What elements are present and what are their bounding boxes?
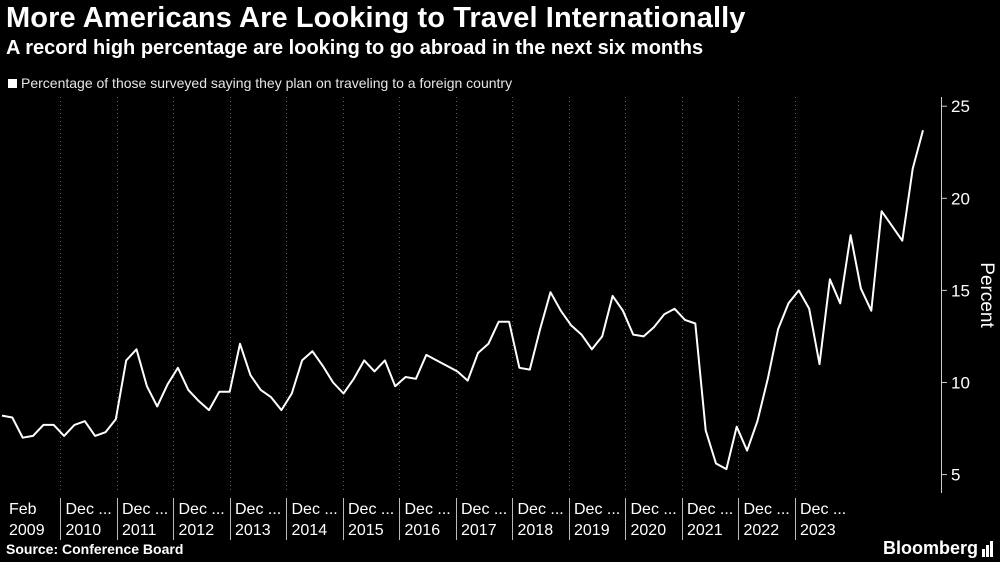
- legend-label: Percentage of those surveyed saying they…: [21, 75, 513, 91]
- x-tick-label-bottom: 2014: [292, 522, 328, 539]
- x-tick-label-top: Dec ...: [574, 501, 620, 518]
- y-tick-label: 10: [951, 373, 970, 392]
- x-tick-label-top: Dec ...: [800, 501, 846, 518]
- x-tick-label-bottom: 2016: [405, 522, 441, 539]
- x-tick-label-bottom: 2011: [122, 522, 157, 539]
- x-tick-label-bottom: 2013: [235, 522, 271, 539]
- y-tick-label: 5: [951, 466, 960, 485]
- x-tick-label-top: Dec ...: [348, 501, 394, 518]
- x-tick-label-bottom: 2015: [348, 522, 384, 539]
- legend-swatch: [8, 78, 17, 88]
- bloomberg-bars-icon: [982, 540, 994, 557]
- y-tick-label: 15: [951, 281, 970, 300]
- x-tick-label-bottom: 2023: [800, 522, 836, 539]
- x-tick-label-top: Dec ...: [631, 501, 677, 518]
- x-tick-label-bottom: 2018: [518, 522, 554, 539]
- x-tick-label-top: Dec ...: [744, 501, 790, 518]
- legend: Percentage of those surveyed saying they…: [8, 75, 512, 91]
- x-tick-label-top: Dec ...: [687, 501, 733, 518]
- x-tick-label-bottom: 2010: [66, 522, 102, 539]
- x-tick-label-top: Dec ...: [461, 501, 507, 518]
- chart-title: More Americans Are Looking to Travel Int…: [6, 2, 746, 34]
- x-tick-label-top: Dec ...: [122, 501, 168, 518]
- x-tick-label-top: Dec ...: [518, 501, 564, 518]
- y-tick-label: 25: [951, 97, 970, 116]
- x-tick-label-top: Dec ...: [405, 501, 451, 518]
- x-tick-label-bottom: 2012: [179, 522, 215, 539]
- x-tick-label-bottom: 2009: [9, 522, 45, 539]
- x-tick-label-top: Dec ...: [292, 501, 338, 518]
- chart-subtitle: A record high percentage are looking to …: [6, 37, 704, 59]
- x-tick-label-bottom: 2022: [744, 522, 780, 539]
- y-tick-label: 20: [951, 189, 970, 208]
- x-tick-label-bottom: 2020: [631, 522, 667, 539]
- source-note: Source: Conference Board: [6, 541, 184, 557]
- x-tick-label-top: Dec ...: [66, 501, 112, 518]
- brand-name: Bloomberg: [882, 538, 978, 558]
- x-tick-label-bottom: 2019: [574, 522, 610, 539]
- x-tick-label-top: Dec ...: [179, 501, 225, 518]
- x-tick-label-bottom: 2021: [687, 522, 723, 539]
- series-line: [1, 129, 924, 471]
- x-tick-label-top: Feb: [9, 501, 37, 518]
- y-axis-label: Percent: [976, 262, 997, 328]
- x-tick-label-top: Dec ...: [235, 501, 281, 518]
- brand-logo: Bloomberg: [883, 538, 994, 559]
- x-tick-label-bottom: 2017: [461, 522, 497, 539]
